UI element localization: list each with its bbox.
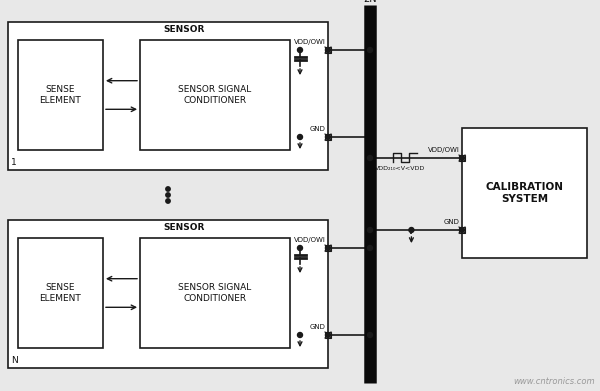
Text: SENSOR SIGNAL
CONDITIONER: SENSOR SIGNAL CONDITIONER	[178, 283, 251, 303]
Text: SENSOR: SENSOR	[163, 222, 205, 231]
Bar	[140, 238, 290, 348]
Circle shape	[166, 193, 170, 197]
Text: 2N: 2N	[363, 0, 377, 4]
Text: SENSE
ELEMENT: SENSE ELEMENT	[40, 85, 82, 105]
Text: GND: GND	[310, 324, 326, 330]
Bar	[18, 238, 103, 348]
Circle shape	[367, 332, 373, 337]
Text: VDD/OWI: VDD/OWI	[294, 39, 326, 45]
Circle shape	[367, 246, 373, 251]
Bar	[325, 245, 331, 251]
Text: GND: GND	[310, 126, 326, 132]
Circle shape	[460, 156, 464, 160]
Bar	[325, 332, 331, 338]
Circle shape	[298, 246, 302, 251]
Bar	[140, 40, 290, 150]
Text: GND: GND	[444, 219, 460, 225]
Circle shape	[166, 199, 170, 203]
Circle shape	[298, 47, 302, 52]
Circle shape	[325, 135, 331, 140]
Text: VDD/OWI: VDD/OWI	[294, 237, 326, 243]
Bar	[8, 220, 328, 368]
Bar	[325, 134, 331, 140]
Circle shape	[298, 135, 302, 140]
Circle shape	[367, 156, 373, 160]
Bar	[459, 155, 465, 161]
Bar	[8, 22, 328, 170]
Circle shape	[460, 228, 464, 233]
Circle shape	[325, 332, 331, 337]
Circle shape	[409, 228, 414, 233]
Bar	[18, 40, 103, 150]
Circle shape	[367, 47, 373, 52]
Bar	[325, 47, 331, 53]
Bar	[459, 227, 465, 233]
Text: www.cntronics.com: www.cntronics.com	[514, 377, 595, 386]
Circle shape	[325, 47, 331, 52]
Text: VDD/OWI: VDD/OWI	[428, 147, 460, 153]
Text: SENSE
ELEMENT: SENSE ELEMENT	[40, 283, 82, 303]
Text: SENSOR SIGNAL
CONDITIONER: SENSOR SIGNAL CONDITIONER	[178, 85, 251, 105]
Circle shape	[298, 332, 302, 337]
Text: 1: 1	[11, 158, 17, 167]
Bar	[462, 128, 587, 258]
Text: SENSOR: SENSOR	[163, 25, 205, 34]
Text: N: N	[11, 356, 18, 365]
Text: VDD₂₁₀<V<VDD: VDD₂₁₀<V<VDD	[375, 167, 425, 172]
Circle shape	[166, 187, 170, 191]
Text: CALIBRATION
SYSTEM: CALIBRATION SYSTEM	[485, 182, 563, 204]
Circle shape	[325, 246, 331, 251]
Circle shape	[367, 228, 373, 233]
